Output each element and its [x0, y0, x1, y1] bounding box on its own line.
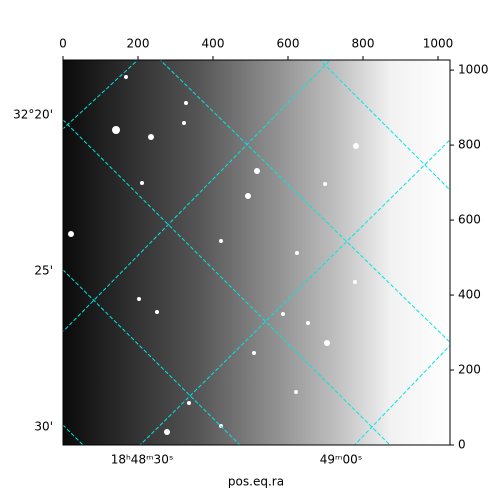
x-tick-label: 600 — [277, 37, 300, 51]
y-tick-label: 200 — [458, 363, 481, 377]
y-tick-label: 1000 — [458, 63, 489, 77]
world-x-tick-label: 49ᵐ00ˢ — [320, 453, 363, 467]
sky-image — [63, 60, 450, 445]
wcs-grid — [63, 60, 450, 445]
x-tick-label: 1000 — [423, 37, 454, 51]
world-y-tick-label: 25' — [34, 264, 53, 278]
y-tick-label: 0 — [458, 438, 466, 452]
x-tick-label: 200 — [127, 37, 150, 51]
world-y-tick-label: 32°20' — [13, 108, 53, 122]
stars — [68, 75, 359, 435]
y-tick-label: 600 — [458, 213, 481, 227]
x-tick-label: 800 — [352, 37, 375, 51]
x-tick-label: 400 — [202, 37, 225, 51]
y-tick-label: 400 — [458, 288, 481, 302]
plot-frame — [62, 59, 451, 446]
world-y-tick-label: 30' — [34, 420, 53, 434]
y-tick-label: 800 — [458, 138, 481, 152]
world-x-tick-label: 18ʰ48ᵐ30ˢ — [111, 453, 174, 467]
x-tick-label: 0 — [59, 37, 67, 51]
x-axis-label: pos.eq.ra — [228, 475, 284, 489]
